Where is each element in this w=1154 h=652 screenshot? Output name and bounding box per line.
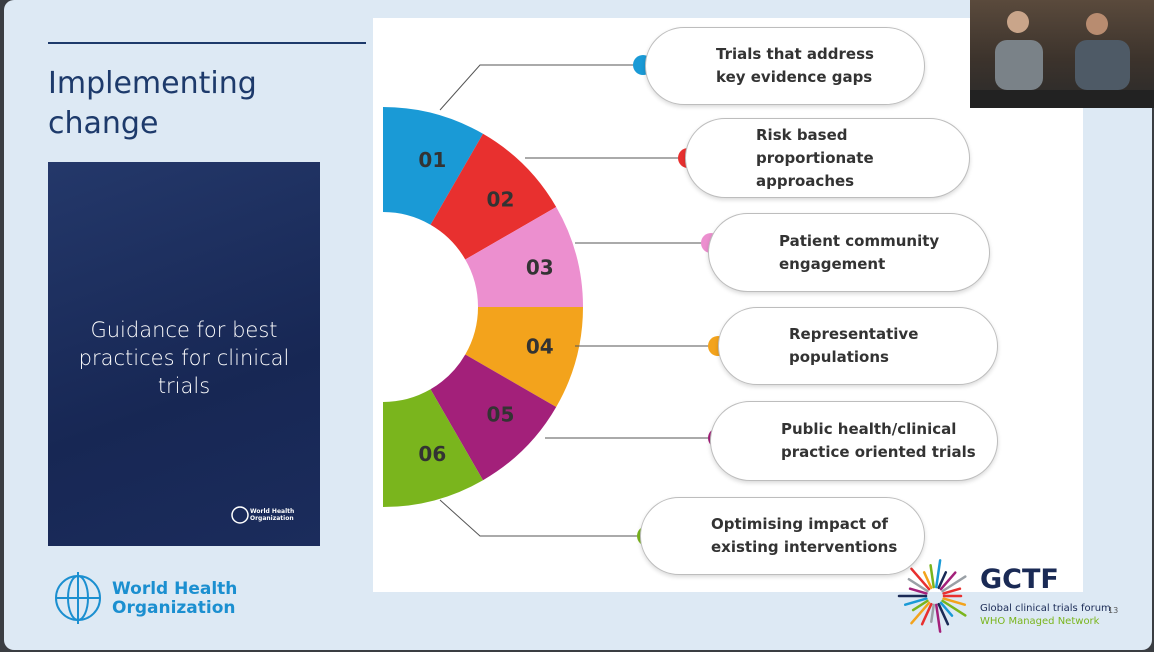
- segment-number: 02: [487, 188, 515, 212]
- item-box: Public health/clinical practice oriented…: [710, 401, 998, 481]
- gctf-network: WHO Managed Network: [980, 616, 1100, 627]
- ray: [911, 599, 929, 612]
- item-label: Public health/clinical practice oriented…: [781, 420, 976, 461]
- connector: [439, 64, 643, 111]
- who-emblem: [55, 572, 101, 624]
- gctf-starburst: [897, 559, 967, 633]
- ray: [941, 575, 967, 593]
- cover-emblem: [231, 506, 249, 524]
- item-box: Representative populations: [718, 307, 998, 385]
- ray: [939, 601, 954, 617]
- book-cover: [48, 162, 320, 546]
- ray: [942, 587, 962, 595]
- ray: [942, 597, 966, 606]
- ray: [904, 597, 928, 606]
- ray: [929, 564, 935, 589]
- ray: [930, 603, 935, 623]
- gctf-tagline: Global clinical trials forum: [980, 603, 1111, 614]
- item-box: Risk based proportionate approaches: [685, 118, 970, 198]
- slide-title: Implementing change: [48, 66, 257, 141]
- segment: [465, 307, 583, 407]
- segment: [383, 389, 483, 507]
- ray: [935, 603, 942, 633]
- item-box: Optimising impact of existing interventi…: [640, 497, 925, 575]
- item-label: Patient community engagement: [779, 231, 940, 273]
- item-label: Optimising impact of existing interventi…: [711, 515, 898, 556]
- ray: [910, 567, 931, 591]
- segment-number: 03: [526, 256, 554, 280]
- ray: [907, 577, 929, 593]
- ray: [920, 602, 933, 626]
- ray: [910, 601, 931, 625]
- cover-title: Guidance for best practices for clinical…: [78, 318, 290, 398]
- item-box: Trials that address key evidence gaps: [645, 27, 925, 105]
- title-rule: [48, 42, 366, 44]
- segment: [430, 354, 557, 481]
- ray: [941, 599, 967, 617]
- segment: [383, 107, 483, 225]
- connector: [439, 499, 647, 537]
- item-label: Representative populations: [789, 325, 919, 366]
- item-box: Patient community engagement: [708, 213, 990, 292]
- cover-publisher: World Health Organization: [250, 508, 295, 522]
- page-number: 13: [1108, 606, 1119, 615]
- video-people: [970, 11, 1154, 108]
- ray: [908, 587, 928, 595]
- ray: [937, 571, 948, 590]
- segment-number: 06: [418, 442, 446, 466]
- ray: [935, 559, 942, 589]
- item-label: Risk based proportionate approaches: [756, 125, 874, 190]
- segment-number: 01: [418, 148, 446, 172]
- who-logo-text: World Health Organization: [112, 579, 238, 618]
- segment-number: 04: [526, 334, 554, 358]
- gctf-name: GCTF: [980, 564, 1059, 595]
- ray: [922, 571, 933, 590]
- segment: [430, 133, 557, 260]
- ray: [937, 602, 950, 626]
- segment-number: 05: [487, 402, 515, 426]
- segment: [465, 207, 583, 307]
- item-label: Trials that address key evidence gaps: [716, 45, 874, 86]
- ray: [939, 571, 957, 591]
